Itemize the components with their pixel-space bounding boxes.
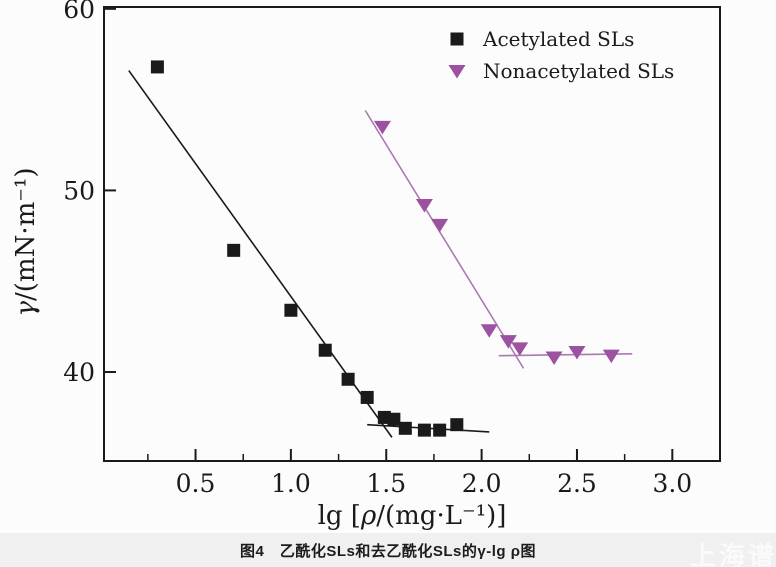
x-tick-label: 2.0 [462,469,502,498]
data-point [568,346,586,360]
data-point [387,412,401,426]
x-tick-label: 1.5 [366,469,406,498]
data-point [341,372,355,386]
plot-frame [103,6,721,462]
watermark: 上海谱鉴 [690,541,776,567]
data-point [398,421,412,435]
data-point [499,335,517,349]
data-point [511,342,529,356]
data-point [360,390,374,404]
x-tick-label: 2.5 [557,469,597,498]
legend: Acetylated SLs Nonacetylated SLs [448,27,674,83]
data-point [480,324,498,338]
x-tick-label: 0.5 [176,469,216,498]
y-tick-label: 40 [63,358,95,387]
fit-line [364,110,525,369]
data-point [602,349,620,364]
y-tick-label: 60 [63,0,95,24]
legend-label: Nonacetylated SLs [483,59,674,83]
data-point [431,218,449,233]
data-point [373,120,391,135]
figure-caption: 图4 乙酰化SLs和去乙酰化SLs的γ-lg ρ图 [240,542,536,560]
x-tick-label: 1.0 [271,469,311,498]
data-point [318,343,332,357]
data-point [284,303,298,317]
data-point [415,198,433,213]
legend-marker-square [450,32,464,46]
series-triangle-down [373,120,620,365]
data-point [433,423,447,437]
legend-marker-triangle-down [448,65,466,79]
data-point [450,418,464,432]
x-axis-label: lg [ρ/(mg·L⁻¹)] [318,501,507,531]
y-axis-label: γ/(mN·m⁻¹) [11,167,41,316]
x-tick-label: 3.0 [652,469,692,498]
legend-label: Acetylated SLs [482,27,634,51]
data-point [227,243,241,257]
series-square [150,60,464,437]
scatter-plot: 0.5 1.0 1.5 2.0 2.5 3.0 40 50 60 lg [ρ/(mg·L⁻¹)] γ… [11,0,721,531]
axis-ticks: 0.5 1.0 1.5 2.0 2.5 3.0 40 50 60 [63,0,692,498]
chart: 0.5 1.0 1.5 2.0 2.5 3.0 40 50 60 lg [ρ/(mg·L⁻¹)] γ… [11,0,721,531]
data-point [417,423,431,437]
y-tick-label: 50 [63,176,95,205]
caption-bar: 图4 乙酰化SLs和去乙酰化SLs的γ-lg ρ图 上海谱鉴 [0,533,776,567]
data-point [545,351,563,365]
data-point [150,60,164,74]
